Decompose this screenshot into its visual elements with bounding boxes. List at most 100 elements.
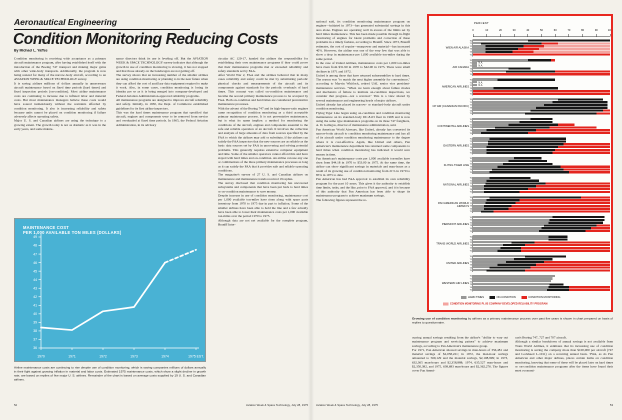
bar-segment-on_condition bbox=[514, 157, 542, 160]
bar-segment-hard_times bbox=[473, 159, 509, 163]
year-label: 74 bbox=[469, 246, 472, 250]
x-axis-tick-label: 70 bbox=[567, 29, 571, 32]
bar-segment-hard_times bbox=[473, 263, 498, 266]
year-label: 74 bbox=[469, 109, 472, 112]
bar-segment-condition_monitoring bbox=[549, 126, 597, 129]
bar-segment-hard_times bbox=[473, 106, 537, 109]
year-label: 72 bbox=[469, 64, 472, 68]
year-label: 72 bbox=[469, 260, 472, 264]
year-label: 74 bbox=[469, 50, 472, 54]
year-label: 75 bbox=[469, 170, 472, 174]
bar-segment-hard_times bbox=[473, 140, 489, 143]
bar-segment-condition_monitoring bbox=[536, 185, 610, 188]
bar-segment-on_condition bbox=[548, 235, 568, 238]
bar-segment-hard_times bbox=[473, 202, 486, 205]
bar-segment-na bbox=[473, 61, 477, 65]
page-number-left: 52 bbox=[14, 404, 18, 407]
bar-segment-hard_times bbox=[473, 246, 501, 250]
bar-segment-hard_times bbox=[473, 227, 542, 230]
airline-label: WIEN AIR ALASKA bbox=[445, 46, 469, 50]
year-label: 72 bbox=[469, 142, 472, 146]
line-chart-svg: MAINTENANCE COST PER 1,000 AVAILABLE TON … bbox=[23, 225, 204, 359]
bar-segment-on_condition bbox=[489, 196, 582, 199]
bar-segment-condition_monitoring bbox=[473, 89, 610, 93]
bar-segment-on_condition bbox=[500, 246, 521, 250]
year-label: 70 bbox=[469, 176, 472, 180]
bar-segment-on_condition bbox=[530, 117, 553, 121]
x-tick-label: 1975 EST. bbox=[188, 355, 204, 359]
bar-segment-hard_times bbox=[473, 249, 498, 252]
airline-label: EASTERN AIRLINES bbox=[443, 144, 469, 148]
bar-segment-na bbox=[473, 64, 477, 67]
airline-label: CP AIR (CANADIAN PACIFIC) bbox=[432, 105, 469, 109]
bar-segment-on_condition bbox=[544, 103, 608, 107]
year-label: 70 bbox=[469, 78, 472, 82]
bar-segment-hard_times bbox=[473, 224, 545, 227]
year-label: 71 bbox=[469, 100, 472, 104]
year-label: 72 bbox=[469, 123, 472, 126]
bar-segment-on_condition bbox=[483, 207, 509, 210]
year-label: 75 bbox=[469, 269, 472, 272]
bar-segment-on_condition bbox=[527, 39, 610, 42]
bar-segment-hard_times bbox=[473, 230, 539, 233]
left-page-footer: 52 Aviation Week & Space Technology, Jul… bbox=[14, 404, 308, 411]
not-available-label: N.A. bbox=[478, 64, 483, 68]
bar-chart-legend: HARD TIMES ON-CONDITION CONDITION MONITORI… bbox=[461, 296, 566, 299]
section-heading: Aeronautical Engineering bbox=[14, 17, 190, 30]
bar-segment-on_condition bbox=[549, 218, 605, 222]
bar-segment-condition_monitoring bbox=[568, 286, 610, 289]
bar-segment-condition_monitoring bbox=[473, 92, 610, 95]
bar-segment-hard_times bbox=[473, 266, 490, 269]
x-tick-label: 1971 bbox=[68, 355, 76, 359]
year-label: 73 bbox=[469, 165, 472, 168]
year-label: 74 bbox=[469, 70, 472, 73]
bar-segment-on_condition bbox=[505, 70, 556, 73]
bar-segment-on_condition bbox=[483, 185, 537, 188]
bar-segment-condition_monitoring bbox=[534, 241, 610, 244]
year-label: 71 bbox=[469, 238, 472, 241]
bar-segment-hard_times bbox=[473, 78, 498, 81]
bar-segment-condition_monitoring bbox=[596, 112, 610, 115]
bar-segment-on_condition bbox=[557, 98, 604, 101]
year-label: 70 bbox=[469, 235, 472, 238]
bar-segment-hard_times bbox=[473, 45, 486, 48]
bar-segment-na bbox=[473, 84, 477, 87]
bar-segment-condition_monitoring bbox=[568, 171, 610, 174]
bar-segment-condition_monitoring bbox=[519, 199, 610, 202]
bar-segment-hard_times bbox=[473, 131, 482, 135]
bar-segment-on_condition bbox=[525, 255, 567, 258]
bar-segment-hard_times bbox=[473, 67, 509, 70]
year-label: 73 bbox=[469, 86, 472, 90]
bar-segment-condition_monitoring bbox=[520, 249, 610, 252]
airline-label: PIEDMONT AIRLINES bbox=[441, 222, 469, 226]
year-label: 72 bbox=[469, 162, 472, 166]
airline-label: NATIONAL AIRLINES bbox=[442, 183, 469, 187]
airline-label: AMERICAN AIRLINES bbox=[441, 85, 469, 89]
year-label: 72 bbox=[469, 103, 472, 107]
bar-segment-condition_monitoring bbox=[511, 204, 610, 208]
bar-segment-on_condition bbox=[548, 286, 569, 289]
bar-segment-on_condition bbox=[538, 230, 586, 233]
year-label: 70 bbox=[469, 156, 472, 160]
bar-segment-hard_times bbox=[473, 277, 553, 280]
bar-segment-on_condition bbox=[483, 190, 520, 193]
bar-segment-condition_monitoring bbox=[557, 123, 575, 126]
byline: By Michael L. Yaffee bbox=[14, 49, 48, 53]
bar-segment-hard_times bbox=[473, 129, 487, 132]
bar-segment-hard_times bbox=[473, 188, 484, 191]
bar-segment-hard_times bbox=[473, 288, 547, 292]
year-label: 70 bbox=[469, 58, 472, 62]
bar-segment-condition_monitoring bbox=[541, 42, 558, 45]
bar-segment-hard_times bbox=[473, 235, 549, 238]
bar-segment-hard_times bbox=[473, 255, 526, 258]
bar-segment-on_condition bbox=[488, 140, 567, 143]
bar-segment-on_condition bbox=[514, 258, 553, 261]
legend-item: ON-CONDITION bbox=[489, 296, 516, 299]
legend-item: HARD TIMES bbox=[461, 296, 484, 299]
bar-segment-on_condition bbox=[497, 249, 521, 252]
bar-segment-hard_times bbox=[473, 143, 489, 146]
airline-label: WESTERN AIR LINES bbox=[441, 281, 469, 285]
bar-segment-on_condition bbox=[481, 131, 528, 135]
bar-segment-condition_monitoring bbox=[555, 148, 610, 151]
x-axis-tick-label: 80 bbox=[581, 29, 585, 32]
